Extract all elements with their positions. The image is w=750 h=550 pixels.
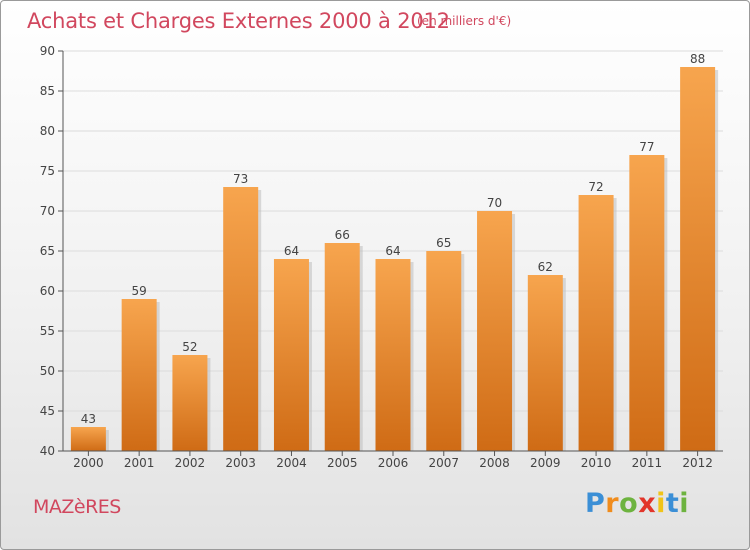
data-label: 62 [538, 260, 553, 274]
bar [527, 275, 563, 451]
logo-letter: o [619, 488, 639, 519]
y-tick-label: 70 [40, 204, 55, 218]
logo-letter: i [656, 488, 666, 519]
data-label: 43 [81, 412, 96, 426]
y-tick-label: 40 [40, 444, 55, 458]
y-tick-label: 55 [40, 324, 55, 338]
proxiti-logo: Proxiti [585, 488, 689, 519]
x-tick-label: 2010 [581, 456, 612, 470]
data-label: 77 [639, 140, 654, 154]
chart-subtitle: (en milliers d'€) [417, 14, 512, 28]
y-tick-label: 50 [40, 364, 55, 378]
bar [223, 187, 259, 451]
data-label: 64 [385, 244, 400, 258]
bar [578, 195, 614, 451]
x-tick-label: 2005 [327, 456, 358, 470]
logo-letter: x [638, 488, 657, 519]
bar [121, 299, 157, 451]
bar [477, 211, 513, 451]
place-name: MAZèRES [33, 496, 121, 518]
x-tick-label: 2012 [682, 456, 713, 470]
x-tick-label: 2011 [632, 456, 663, 470]
bar [375, 259, 411, 451]
x-tick-label: 2008 [479, 456, 510, 470]
bar [324, 243, 360, 451]
data-label: 66 [335, 228, 350, 242]
logo-letter: P [585, 488, 606, 519]
x-tick-label: 2009 [530, 456, 561, 470]
chart-title: Achats et Charges Externes 2000 à 2012 [27, 9, 450, 33]
x-tick-label: 2000 [73, 456, 104, 470]
bar [680, 67, 716, 451]
x-tick-label: 2001 [124, 456, 155, 470]
y-tick-label: 80 [40, 124, 55, 138]
y-tick-label: 45 [40, 404, 55, 418]
data-label: 88 [690, 52, 705, 66]
data-label: 64 [284, 244, 299, 258]
data-label: 59 [132, 284, 147, 298]
logo-letter: t [665, 488, 680, 519]
logo-letter: r [605, 488, 620, 519]
x-tick-label: 2003 [225, 456, 256, 470]
data-label: 65 [436, 236, 451, 250]
logo-letter: i [679, 488, 690, 519]
y-tick-label: 75 [40, 164, 55, 178]
x-tick-label: 2006 [378, 456, 409, 470]
bar [273, 259, 309, 451]
y-tick-label: 90 [40, 44, 55, 58]
data-label: 52 [182, 340, 197, 354]
bar [172, 355, 208, 451]
y-tick-label: 65 [40, 244, 55, 258]
bar [629, 155, 665, 451]
x-tick-label: 2004 [276, 456, 307, 470]
data-label: 73 [233, 172, 248, 186]
bar [426, 251, 462, 451]
x-tick-label: 2002 [175, 456, 206, 470]
y-tick-label: 60 [40, 284, 55, 298]
y-tick-label: 85 [40, 84, 55, 98]
data-label: 70 [487, 196, 502, 210]
x-tick-label: 2007 [428, 456, 459, 470]
bar [70, 427, 106, 451]
data-label: 72 [588, 180, 603, 194]
